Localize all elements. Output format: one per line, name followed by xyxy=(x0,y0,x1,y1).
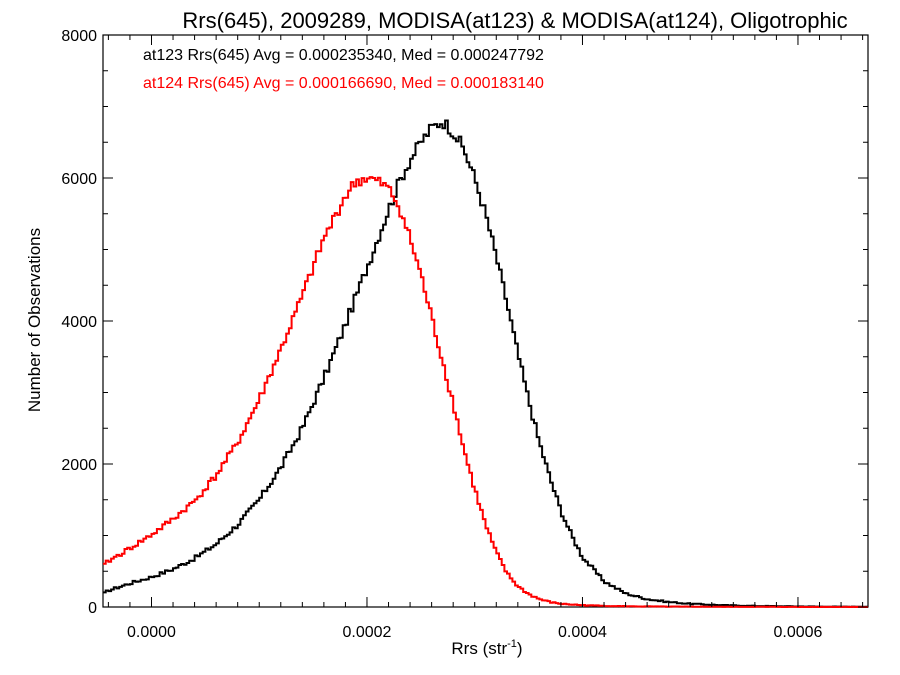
x-axis-label: Rrs (str-1) xyxy=(451,638,522,658)
legend-at123: at123 Rrs(645) Avg = 0.000235340, Med = … xyxy=(143,47,544,64)
x-tick-label: 0.0000 xyxy=(127,624,176,641)
y-tick-label: 8000 xyxy=(61,28,97,45)
y-tick-label: 6000 xyxy=(61,171,97,188)
x-tick-label: 0.0006 xyxy=(773,624,822,641)
x-tick-label: 0.0002 xyxy=(343,624,392,641)
y-tick-label: 2000 xyxy=(61,457,97,474)
x-axis-label-superscript: -1 xyxy=(507,638,517,650)
chart-title: Rrs(645), 2009289, MODISA(at123) & MODIS… xyxy=(182,8,847,33)
series-at123-histogram xyxy=(103,119,868,608)
y-tick-label: 0 xyxy=(88,600,97,617)
y-axis-label: Number of Observations xyxy=(25,228,44,412)
legend-at124: at124 Rrs(645) Avg = 0.000166690, Med = … xyxy=(143,75,544,92)
y-tick-label: 4000 xyxy=(61,314,97,331)
series-at124-histogram xyxy=(103,176,868,608)
x-tick-label: 0.0004 xyxy=(558,624,607,641)
x-axis-label-main: Rrs (str xyxy=(451,639,507,658)
x-axis-label-close: ) xyxy=(517,639,523,658)
